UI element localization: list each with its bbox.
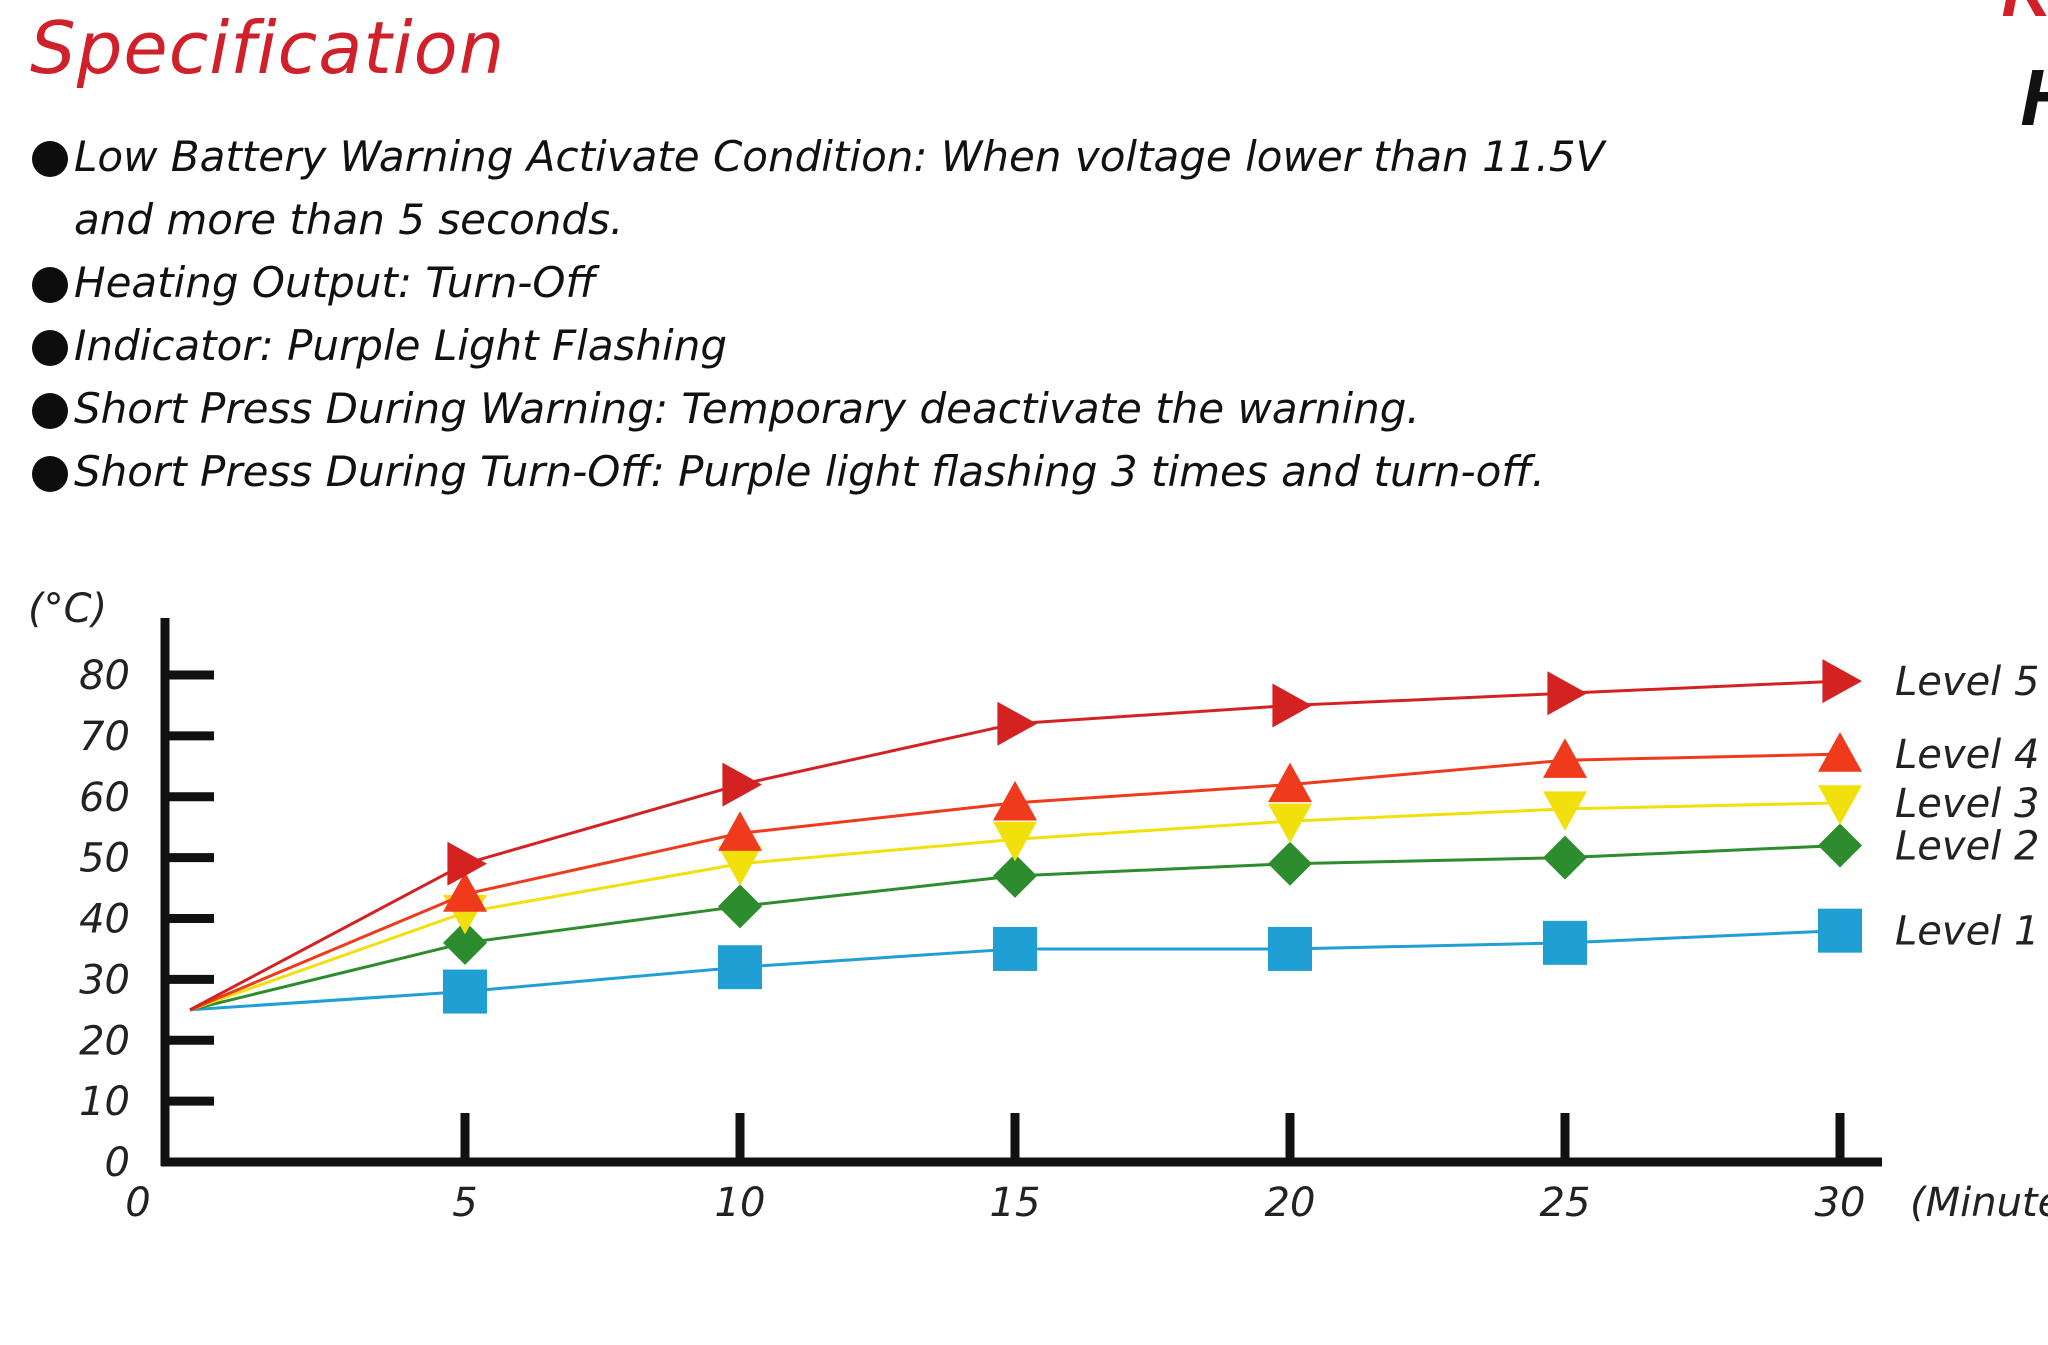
spec-item-short-press-warning: Short Press During Warning: Temporary de… bbox=[30, 377, 1604, 440]
page-title: Specification bbox=[30, 6, 506, 90]
spec-text: Heating Output: Turn-Off bbox=[74, 258, 596, 307]
data-point-level-4 bbox=[443, 872, 487, 912]
data-point-level-5 bbox=[997, 701, 1037, 746]
legend-label-level-3: Level 3 bbox=[1895, 781, 2039, 827]
data-point-level-3 bbox=[1543, 791, 1587, 831]
y-tick-label: 40 bbox=[79, 897, 130, 943]
data-point-level-1 bbox=[718, 945, 762, 990]
data-point-level-4 bbox=[718, 811, 762, 851]
corner-brand-letter-red: K bbox=[2001, 0, 2048, 32]
data-point-level-1 bbox=[1818, 908, 1862, 953]
x-tick-label: 25 bbox=[1540, 1180, 1591, 1226]
data-point-level-1 bbox=[443, 969, 487, 1014]
legend-label-level-4: Level 4 bbox=[1895, 732, 2039, 778]
y-tick-label: 20 bbox=[79, 1018, 130, 1064]
y-tick-label: 80 bbox=[79, 653, 130, 699]
data-point-level-5 bbox=[447, 841, 487, 886]
spec-text: Low Battery Warning Activate Condition: … bbox=[74, 132, 1605, 181]
data-point-level-1 bbox=[993, 926, 1037, 971]
x-axis-label: (Minute bbox=[1910, 1180, 2048, 1226]
data-point-level-2 bbox=[443, 920, 487, 965]
data-point-level-3 bbox=[718, 846, 762, 886]
y-tick-label: 30 bbox=[79, 957, 130, 1003]
data-point-level-5 bbox=[722, 762, 762, 807]
data-point-level-3 bbox=[993, 821, 1037, 862]
data-point-level-4 bbox=[1818, 732, 1862, 772]
bullet-icon bbox=[32, 393, 68, 429]
spec-item-low-battery: Low Battery Warning Activate Condition: … bbox=[30, 125, 1604, 251]
spec-list: Low Battery Warning Activate Condition: … bbox=[30, 125, 1604, 503]
x-tick-label: 15 bbox=[990, 1180, 1041, 1226]
spec-item-short-press-turnoff: Short Press During Turn-Off: Purple ligh… bbox=[30, 440, 1604, 503]
data-point-level-5 bbox=[1272, 683, 1312, 728]
x-tick-label: 5 bbox=[452, 1180, 477, 1226]
data-point-level-2 bbox=[1543, 835, 1587, 880]
data-point-level-2 bbox=[718, 884, 762, 929]
bullet-icon bbox=[32, 267, 68, 303]
legend-label-level-2: Level 2 bbox=[1895, 823, 2039, 869]
data-point-level-4 bbox=[1268, 762, 1312, 803]
y-tick-label: 50 bbox=[79, 836, 130, 882]
y-tick-label: 0 bbox=[105, 1140, 130, 1186]
bullet-icon bbox=[32, 330, 68, 366]
bullet-icon bbox=[32, 456, 68, 492]
spec-text: Short Press During Warning: Temporary de… bbox=[74, 384, 1420, 433]
legend-label-level-5: Level 5 bbox=[1895, 659, 2039, 705]
x-tick-label: 0 bbox=[125, 1180, 150, 1226]
heating-chart-svg: (°C) (Minute 0 10 20 30 40 50 60 70 80 0 5 10 15 20 25… bbox=[28, 586, 2048, 1226]
data-point-level-5 bbox=[1547, 671, 1587, 716]
y-tick-label: 10 bbox=[79, 1079, 130, 1125]
data-point-level-2 bbox=[1268, 841, 1312, 886]
spec-item-indicator: Indicator: Purple Light Flashing bbox=[30, 314, 1604, 377]
x-tick-label: 30 bbox=[1815, 1180, 1866, 1226]
data-point-level-5 bbox=[1822, 659, 1862, 704]
data-point-level-4 bbox=[1543, 738, 1587, 778]
data-point-level-1 bbox=[1543, 920, 1587, 965]
spec-text: Short Press During Turn-Off: Purple ligh… bbox=[74, 447, 1545, 496]
y-tick-label: 60 bbox=[79, 775, 130, 821]
x-tick-label: 10 bbox=[715, 1180, 766, 1226]
x-tick-label: 20 bbox=[1265, 1180, 1316, 1226]
data-point-level-4 bbox=[993, 780, 1037, 821]
data-point-level-2 bbox=[1818, 823, 1862, 868]
legend-label-level-1: Level 1 bbox=[1895, 909, 2039, 955]
data-point-level-3 bbox=[1268, 803, 1312, 844]
heating-chart: (°C) (Minute 0 10 20 30 40 50 60 70 80 0 5 10 15 20 25… bbox=[0, 560, 2048, 1280]
spec-text-continued: and more than 5 seconds. bbox=[74, 195, 624, 244]
spec-item-heating-output: Heating Output: Turn-Off bbox=[30, 251, 1604, 314]
y-tick-label: 70 bbox=[79, 714, 130, 760]
y-axis-label: (°C) bbox=[28, 586, 107, 632]
bullet-icon bbox=[32, 141, 68, 177]
corner-brand-letter-black: H bbox=[2020, 52, 2048, 144]
data-point-level-3 bbox=[1818, 785, 1862, 825]
spec-text: Indicator: Purple Light Flashing bbox=[74, 321, 728, 370]
data-point-level-2 bbox=[993, 853, 1037, 898]
data-point-level-1 bbox=[1268, 926, 1312, 971]
